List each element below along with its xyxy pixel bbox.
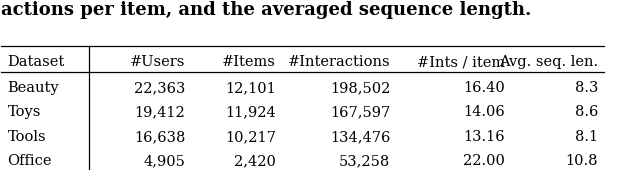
Text: Beauty: Beauty <box>8 81 59 95</box>
Text: Tools: Tools <box>8 130 46 144</box>
Text: #Users: #Users <box>130 55 185 69</box>
Text: 11,924: 11,924 <box>225 105 276 120</box>
Text: #Ints / item: #Ints / item <box>417 55 505 69</box>
Text: 16,638: 16,638 <box>134 130 185 144</box>
Text: 19,412: 19,412 <box>134 105 185 120</box>
Text: 16.40: 16.40 <box>463 81 505 95</box>
Text: 14.06: 14.06 <box>463 105 505 120</box>
Text: Avg. seq. len.: Avg. seq. len. <box>499 55 598 69</box>
Text: Toys: Toys <box>8 105 41 120</box>
Text: 8.3: 8.3 <box>575 81 598 95</box>
Text: 4,905: 4,905 <box>143 154 185 168</box>
Text: 22.00: 22.00 <box>463 154 505 168</box>
Text: 8.6: 8.6 <box>575 105 598 120</box>
Text: 10.8: 10.8 <box>566 154 598 168</box>
Text: Office: Office <box>8 154 52 168</box>
Text: 13.16: 13.16 <box>463 130 505 144</box>
Text: 22,363: 22,363 <box>134 81 185 95</box>
Text: #Items: #Items <box>222 55 276 69</box>
Text: 10,217: 10,217 <box>225 130 276 144</box>
Text: 12,101: 12,101 <box>225 81 276 95</box>
Text: 134,476: 134,476 <box>330 130 390 144</box>
Text: actions per item, and the averaged sequence length.: actions per item, and the averaged seque… <box>1 1 532 19</box>
Text: 2,420: 2,420 <box>234 154 276 168</box>
Text: #Interactions: #Interactions <box>287 55 390 69</box>
Text: 8.1: 8.1 <box>575 130 598 144</box>
Text: Dataset: Dataset <box>8 55 65 69</box>
Text: 198,502: 198,502 <box>330 81 390 95</box>
Text: 167,597: 167,597 <box>330 105 390 120</box>
Text: 53,258: 53,258 <box>339 154 390 168</box>
